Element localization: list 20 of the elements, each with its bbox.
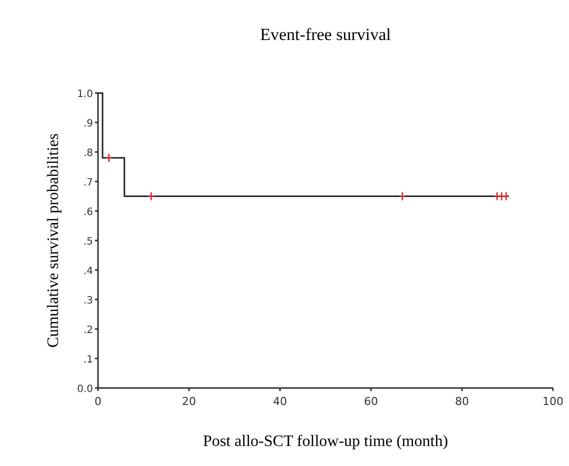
chart-title: Event-free survival (260, 25, 392, 44)
y-tick-label: 0.0 (77, 384, 93, 395)
y-tick-label: .1 (83, 354, 93, 366)
x-axis-title: Post allo-SCT follow-up time (month) (202, 433, 448, 450)
y-tick-label: .9 (83, 118, 93, 130)
y-tick-label: .6 (83, 207, 93, 218)
y-tick-label: .7 (83, 178, 93, 188)
y-tick-label: .4 (83, 266, 93, 277)
x-tick-label: 0 (94, 395, 102, 408)
y-tick-label: .3 (83, 296, 93, 306)
x-tick-label: 40 (273, 395, 287, 408)
y-axis-title: Cumulative survival probabilities (45, 133, 62, 348)
x-tick-label: 100 (542, 395, 564, 408)
x-tick-label: 60 (364, 395, 378, 408)
y-tick-label: .8 (83, 148, 93, 159)
y-tick-label: .5 (83, 236, 93, 248)
y-tick-label: 1.0 (77, 89, 93, 100)
x-tick-label: 20 (182, 395, 196, 408)
x-tick-label: 80 (455, 395, 469, 408)
y-tick-label: .2 (83, 325, 93, 336)
